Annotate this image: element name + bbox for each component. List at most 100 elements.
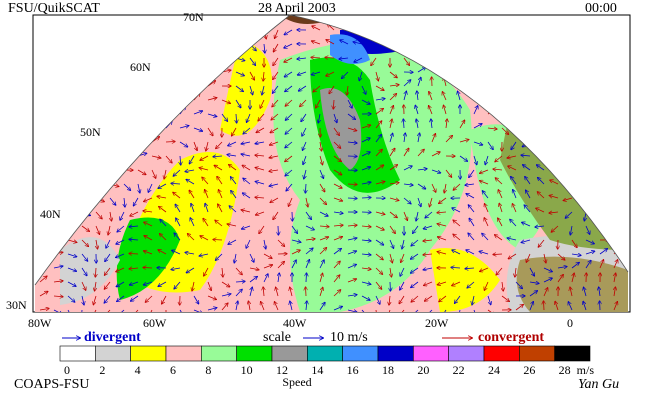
colorbar-box — [448, 345, 485, 362]
wind-vector — [488, 77, 490, 87]
wind-vector — [312, 41, 321, 45]
wind-vector — [285, 113, 293, 120]
header-left: FSU/QuikSCAT — [8, 1, 100, 16]
wind-vector — [284, 71, 293, 77]
wind-vector — [285, 141, 293, 148]
wind-vector — [249, 253, 254, 262]
wind-vector — [605, 71, 615, 75]
wind-vector — [401, 253, 405, 262]
wind-vector — [445, 29, 452, 37]
wind-vector — [515, 84, 525, 86]
wind-vector — [417, 183, 426, 189]
colorbar-tick-label: 16 — [347, 363, 359, 377]
wind-vector — [207, 39, 216, 45]
wind-vector — [214, 165, 223, 171]
wind-vector — [386, 309, 391, 312]
wind-vector — [109, 43, 110, 53]
wind-vector — [215, 253, 223, 260]
wind-vector — [123, 58, 133, 59]
wind-vector — [221, 294, 231, 296]
wind-vector — [151, 169, 156, 178]
wind-vector — [599, 211, 604, 220]
wind-vector — [263, 71, 264, 81]
wind-vector — [501, 65, 507, 73]
wind-vector — [571, 239, 577, 247]
wind-vector — [402, 239, 404, 249]
wind-vector — [109, 105, 110, 115]
wind-vector — [521, 155, 531, 156]
wind-vector — [193, 78, 198, 87]
wind-vector — [305, 260, 309, 269]
wind-vector — [571, 263, 579, 269]
wind-vector — [457, 309, 461, 312]
wind-vector — [319, 302, 325, 311]
colorbar-box — [377, 345, 414, 362]
wind-vector — [607, 85, 615, 91]
wind-vector — [452, 250, 461, 255]
wind-vector — [109, 119, 110, 129]
wind-vector — [284, 57, 293, 62]
wind-vector — [311, 57, 321, 58]
colorbar-label: Speed — [282, 375, 311, 389]
wind-vector — [375, 212, 385, 214]
wind-vector — [190, 218, 195, 227]
wind-vector — [473, 309, 478, 312]
lat-label: 30N — [6, 298, 27, 312]
wind-vector — [82, 295, 84, 305]
colorbar-tick-label: 0 — [64, 363, 70, 377]
wind-vector — [501, 96, 510, 101]
wind-vector — [390, 267, 391, 277]
wind-vector — [411, 239, 419, 246]
wind-vector — [613, 237, 623, 241]
wind-vector — [312, 26, 321, 31]
wind-vector — [611, 113, 615, 122]
wind-vector — [256, 127, 265, 133]
wind-vector — [105, 267, 111, 275]
wind-vector — [95, 92, 101, 101]
wind-vector — [53, 281, 63, 282]
wind-vector — [579, 85, 587, 92]
wind-vector — [103, 309, 111, 312]
wind-vector — [215, 220, 223, 227]
wind-vector — [415, 105, 419, 115]
wind-vector — [95, 71, 104, 76]
wind-vector — [193, 309, 202, 312]
wind-vector — [134, 92, 139, 101]
wind-vector — [144, 251, 153, 255]
wind-vector — [39, 183, 49, 187]
wind-vector — [404, 91, 406, 101]
colorbar-tick-label: 28 — [559, 363, 571, 377]
wind-vector — [482, 191, 489, 199]
wind-vector — [416, 211, 418, 221]
wind-vector — [567, 99, 573, 107]
wind-vector — [109, 149, 115, 157]
wind-vector — [221, 42, 231, 44]
wind-vector — [160, 219, 167, 227]
wind-vector — [81, 97, 90, 101]
wind-vector — [186, 267, 195, 273]
wind-vector — [151, 43, 161, 44]
wind-vector — [568, 71, 573, 80]
wind-vector — [510, 219, 517, 227]
colorbar-tick-label: 20 — [417, 363, 429, 377]
wind-vector — [361, 85, 366, 94]
wind-vector — [501, 127, 508, 134]
wind-vector — [515, 267, 516, 277]
wind-vector — [425, 309, 433, 312]
wind-vector — [585, 260, 591, 269]
wind-vector — [207, 66, 215, 73]
wind-vector — [614, 169, 615, 179]
wind-vector — [176, 218, 181, 227]
wind-vector — [591, 30, 601, 32]
wind-vector — [285, 127, 293, 134]
wind-vector — [193, 141, 197, 150]
wind-vector — [437, 212, 447, 213]
wind-vector — [216, 141, 223, 149]
wind-vector — [273, 43, 279, 52]
wind-vector — [91, 309, 97, 312]
wind-vector — [179, 50, 184, 59]
wind-vector — [599, 225, 607, 231]
wind-vector — [484, 281, 489, 290]
wind-vector — [117, 309, 125, 312]
wind-vector — [39, 291, 48, 297]
